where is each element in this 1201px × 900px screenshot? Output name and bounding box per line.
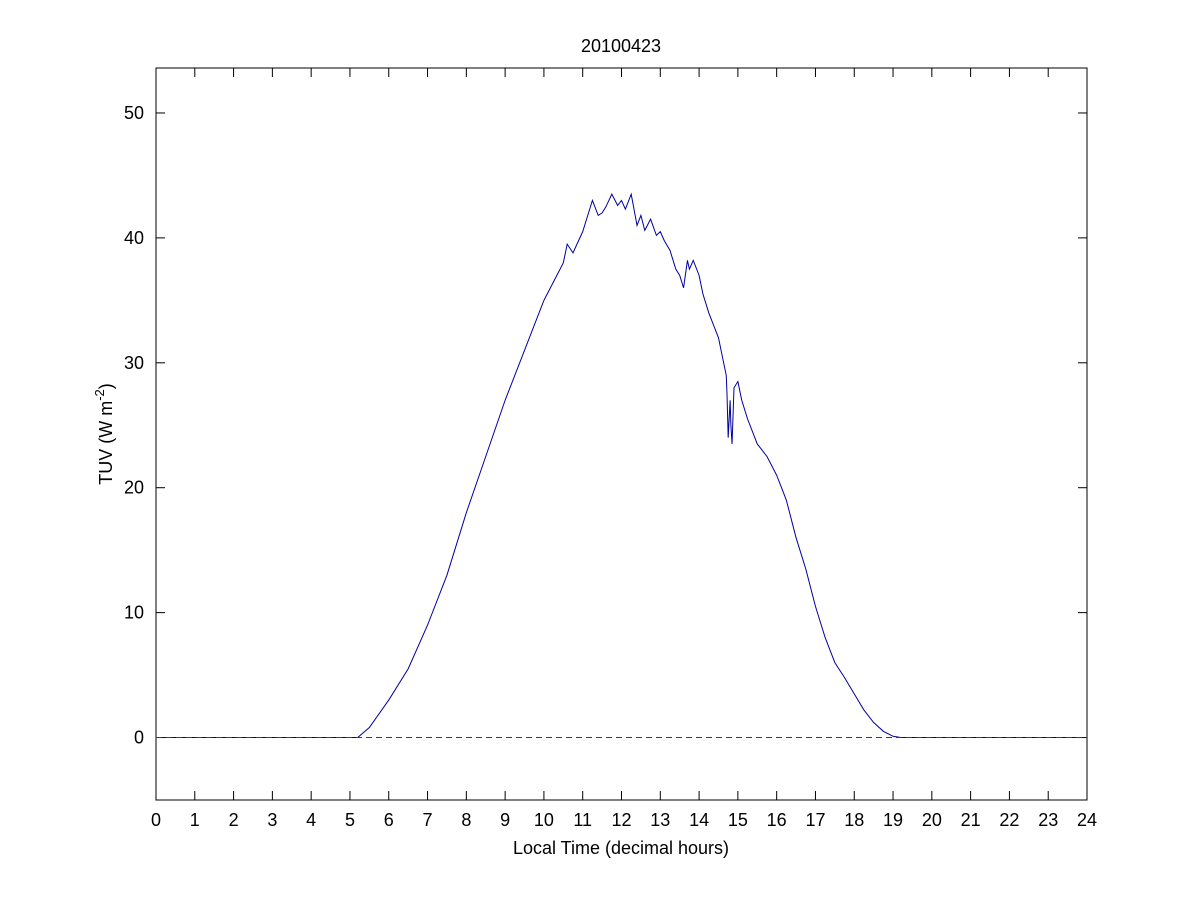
x-tick-label: 24 <box>1077 810 1097 830</box>
x-tick-label: 21 <box>961 810 981 830</box>
y-label-end: ) <box>96 383 116 389</box>
y-label-sup: -2 <box>92 389 107 401</box>
x-tick-label: 0 <box>151 810 161 830</box>
x-tick-label: 19 <box>883 810 903 830</box>
x-tick-label: 15 <box>728 810 748 830</box>
x-tick-label: 14 <box>689 810 709 830</box>
y-tick-label: 10 <box>124 603 144 623</box>
x-tick-label: 3 <box>267 810 277 830</box>
x-tick-label: 7 <box>423 810 433 830</box>
x-tick-label: 17 <box>805 810 825 830</box>
y-tick-label: 20 <box>124 478 144 498</box>
x-tick-label: 2 <box>229 810 239 830</box>
data-line <box>156 192 1087 739</box>
y-tick-label: 50 <box>124 103 144 123</box>
x-tick-label: 6 <box>384 810 394 830</box>
y-axis-label: TUV (W m-2) <box>92 383 116 485</box>
x-tick-label: 18 <box>844 810 864 830</box>
x-tick-label: 13 <box>650 810 670 830</box>
y-tick-label: 0 <box>134 728 144 748</box>
x-tick-label: 23 <box>1038 810 1058 830</box>
x-tick-label: 22 <box>999 810 1019 830</box>
x-tick-label: 8 <box>461 810 471 830</box>
x-tick-label: 5 <box>345 810 355 830</box>
x-tick-label: 9 <box>500 810 510 830</box>
y-label-main: TUV (W m <box>96 401 116 485</box>
x-axis-label: Local Time (decimal hours) <box>513 838 729 858</box>
y-tick-label: 40 <box>124 228 144 248</box>
plot-area <box>155 67 1088 801</box>
x-tick-label: 16 <box>767 810 787 830</box>
x-tick-label: 12 <box>611 810 631 830</box>
x-tick-label: 10 <box>534 810 554 830</box>
x-tick-label: 11 <box>573 810 592 830</box>
x-tick-label: 4 <box>306 810 316 830</box>
y-tick-label: 30 <box>124 353 144 373</box>
chart-title: 20100423 <box>581 36 661 56</box>
x-tick-label: 1 <box>190 810 200 830</box>
x-tick-label: 20 <box>922 810 942 830</box>
